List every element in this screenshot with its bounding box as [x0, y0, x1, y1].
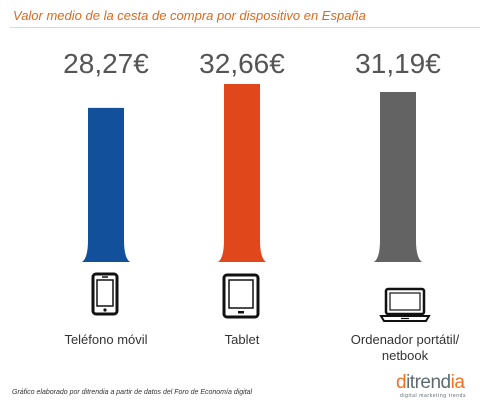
category-label-ordenador: Ordenador portátil/ netbook: [350, 332, 460, 363]
title-divider: [10, 27, 480, 28]
bar-tablet: [218, 84, 266, 262]
value-label-ordenador: 31,19€: [355, 48, 441, 79]
category-label-tablet: Tablet: [224, 332, 260, 347]
laptop-icon: [379, 287, 431, 322]
bar-ordenador: [374, 92, 422, 263]
tablet-icon: [222, 273, 260, 319]
ditrendia-logo: ditrendia digital marketing trends: [396, 373, 486, 405]
source-footnote: Gráfico elaborado por ditrendia a partir…: [12, 389, 253, 396]
chart-title: Valor medio de la cesta de compra por di…: [13, 8, 366, 23]
category-label-telefono-movil: Teléfono móvil: [64, 332, 148, 347]
value-label-telefono-movil: 28,27€: [63, 48, 149, 79]
logo-wordmark: ditrendia: [396, 372, 465, 393]
value-label-tablet: 32,66€: [199, 48, 285, 79]
bar-telefono-movil: [82, 107, 130, 262]
logo-tagline: digital marketing trends: [400, 393, 467, 399]
smartphone-icon: [91, 272, 119, 316]
